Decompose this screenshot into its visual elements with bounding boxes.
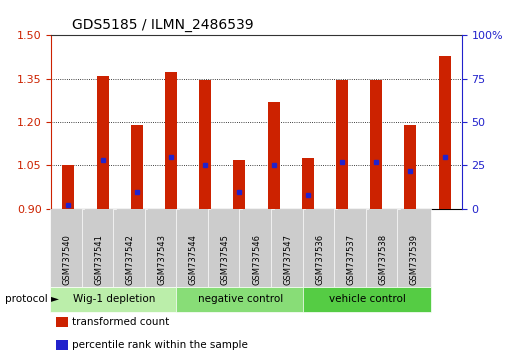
Bar: [336, 80, 348, 209]
Text: percentile rank within the sample: percentile rank within the sample: [72, 340, 248, 350]
Text: Wig-1 depletion: Wig-1 depletion: [73, 294, 155, 304]
Text: GSM737547: GSM737547: [284, 234, 292, 285]
Text: GSM737544: GSM737544: [189, 234, 198, 285]
Bar: [165, 72, 177, 209]
Bar: [404, 125, 417, 209]
Bar: [96, 76, 109, 209]
Text: GSM737540: GSM737540: [63, 234, 72, 285]
Text: negative control: negative control: [198, 294, 283, 304]
Text: GSM737537: GSM737537: [347, 234, 356, 285]
Text: GDS5185 / ILMN_2486539: GDS5185 / ILMN_2486539: [72, 18, 253, 32]
Bar: [439, 56, 450, 209]
Text: GSM737539: GSM737539: [410, 234, 419, 285]
Bar: [63, 165, 74, 209]
Bar: [233, 160, 245, 209]
Text: GSM737545: GSM737545: [221, 234, 229, 285]
Bar: [199, 80, 211, 209]
Text: protocol ►: protocol ►: [5, 294, 59, 304]
Text: vehicle control: vehicle control: [328, 294, 405, 304]
Bar: [268, 102, 280, 209]
Text: GSM737543: GSM737543: [157, 234, 166, 285]
Text: GSM737546: GSM737546: [252, 234, 261, 285]
Text: GSM737541: GSM737541: [94, 234, 103, 285]
Text: GSM737538: GSM737538: [378, 234, 387, 285]
Text: GSM737536: GSM737536: [315, 234, 324, 285]
Bar: [302, 158, 314, 209]
Bar: [131, 125, 143, 209]
Text: GSM737542: GSM737542: [126, 234, 135, 285]
Text: transformed count: transformed count: [72, 317, 169, 327]
Bar: [370, 80, 382, 209]
